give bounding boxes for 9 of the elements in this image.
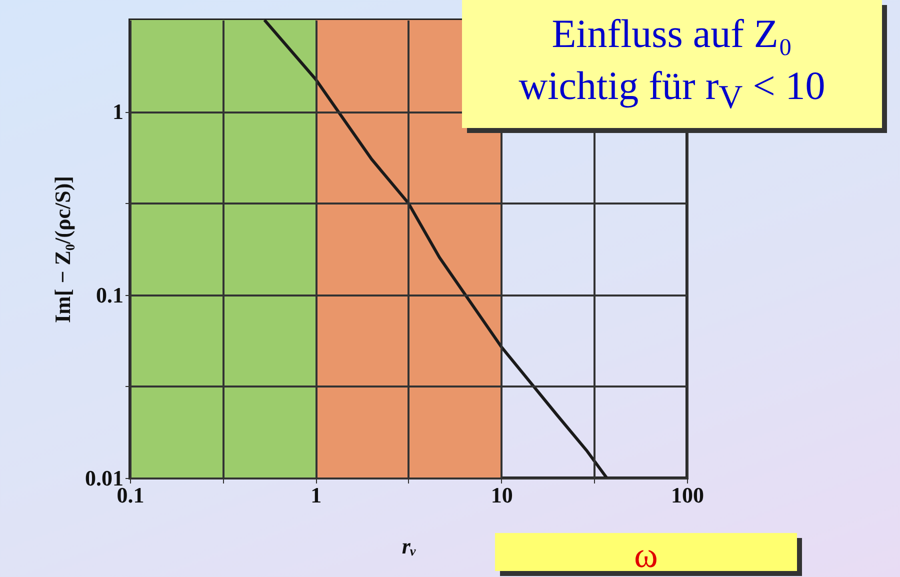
y-tick-label: 0.1: [96, 282, 124, 308]
y-tick-label: 1: [112, 99, 124, 124]
x-tick-label: 10: [490, 482, 513, 508]
annotation: Einfluss auf Z₀ wichtig für r$_{V}$ < 10: [462, 0, 882, 128]
text: ω: [633, 534, 659, 575]
x-tick-label: 100: [671, 482, 704, 508]
x-axis-title: rᵥ: [402, 534, 416, 558]
x-tick-label: 1: [310, 482, 322, 508]
y-axis-title: Im[ − Z₀/(ρc/S)]: [50, 176, 75, 323]
